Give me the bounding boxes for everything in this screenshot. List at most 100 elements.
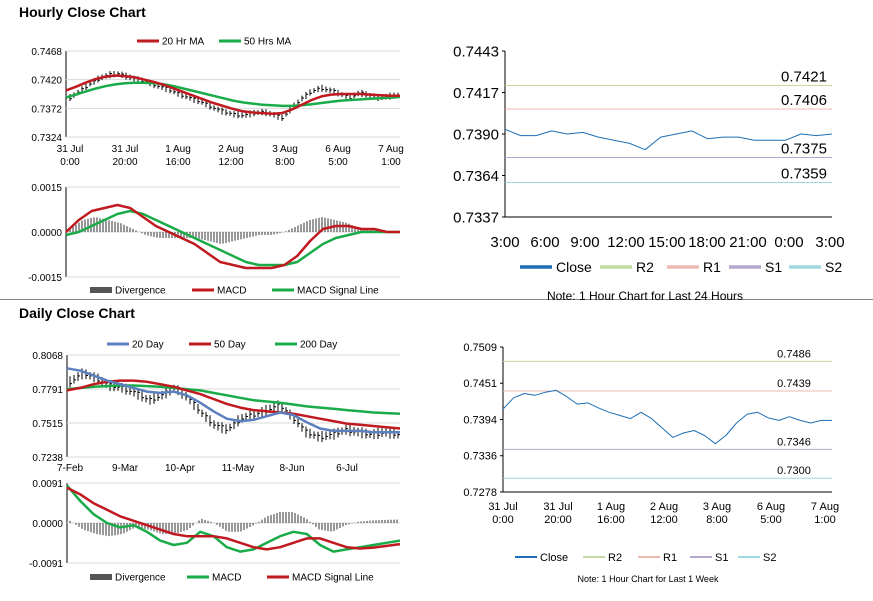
- hourly-section-title: Hourly Close Chart: [19, 4, 146, 20]
- close1w-legend-label: R1: [663, 552, 677, 564]
- section-divider: [0, 299, 873, 300]
- 3-x-tick: 3:00: [490, 234, 519, 251]
- hourly-legend-macd-label: MACD: [217, 286, 246, 297]
- hourly-price-x-tick: 8:00: [275, 157, 295, 168]
- 1.8-x-tick: 7 Aug: [811, 501, 839, 513]
- hourly-legend-divergence-label: Divergence: [115, 286, 166, 297]
- hourly-price-x-tick: 31 Jul: [112, 144, 139, 155]
- 1.8-x-tick: 5:00: [760, 514, 781, 526]
- hourly-price-x-tick: 6 Aug: [325, 144, 351, 155]
- hourly-legend-signal-label: MACD Signal Line: [297, 286, 379, 297]
- 1.8-y-tick: 0.7509: [463, 342, 497, 354]
- daily-50day-line: [66, 379, 401, 430]
- daily-price-plot: [66, 354, 401, 458]
- 1.8-close-line: [502, 389, 832, 445]
- 1.8-x-tick: 12:00: [650, 514, 678, 526]
- close24-legend-label: R2: [636, 259, 654, 275]
- 3-level-r2-label: 0.7421: [781, 68, 827, 85]
- daily-200day-line: [66, 384, 401, 415]
- hourly-macd-y-tick: 0.0015: [31, 183, 62, 194]
- hourly-macd-signal-line: [65, 209, 400, 267]
- daily-macd-line: [66, 484, 401, 553]
- daily-price-y-tick: 0.7515: [32, 419, 63, 430]
- hourly-price-x-tick: 7 Aug: [378, 144, 404, 155]
- 1.8-x-tick: 20:00: [544, 514, 572, 526]
- daily-price-x-tick: 9-Mar: [112, 463, 139, 474]
- 1.8-x-tick: 2 Aug: [650, 501, 678, 513]
- hourly-price-plot: [65, 50, 401, 138]
- 3-level-r1-label: 0.7406: [781, 92, 827, 109]
- hourly-price-y-tick: 0.7468: [31, 47, 62, 58]
- daily-legend-divergence-swatch: [90, 574, 112, 580]
- close1w-legend-label: S1: [715, 552, 728, 564]
- daily-section-title: Daily Close Chart: [19, 305, 135, 321]
- close24-legend-label: Close: [556, 259, 592, 275]
- hourly-legend-divergence-swatch: [90, 287, 112, 293]
- 1.8-x-tick: 31 Jul: [488, 501, 517, 513]
- 3-x-tick: 6:00: [530, 234, 559, 251]
- hourly-legend-50hr-label: 50 Hrs MA: [244, 37, 292, 48]
- hourly-price-x-tick: 31 Jul: [57, 144, 84, 155]
- daily-legend-divergence-label: Divergence: [115, 573, 166, 584]
- 3-level-s1-label: 0.7375: [781, 140, 827, 157]
- 1.8-x-tick: 0:00: [492, 514, 513, 526]
- 1.8-x-tick: 6 Aug: [757, 501, 785, 513]
- close1w-note: Note: 1 Hour Chart for Last 1 Week: [578, 574, 719, 584]
- close24-legend-label: S2: [825, 259, 842, 275]
- hourly-price-x-tick: 2 Aug: [218, 144, 244, 155]
- hourly-price-x-tick: 3 Aug: [272, 144, 298, 155]
- 1.8-level-s1-label: 0.7346: [777, 436, 811, 448]
- 1.8-x-tick: 31 Jul: [543, 501, 572, 513]
- 1.8-y-tick: 0.7394: [463, 414, 497, 426]
- hourly-price-x-tick: 20:00: [112, 157, 137, 168]
- daily-macd-y-tick: -0.0091: [29, 559, 63, 570]
- 1.8-x-tick: 3 Aug: [703, 501, 731, 513]
- daily-price-y-tick: 0.7238: [32, 453, 63, 464]
- close24-legend-label: S1: [765, 259, 782, 275]
- close24-legend-label: R1: [703, 259, 721, 275]
- hourly-price-x-tick: 5:00: [328, 157, 348, 168]
- 3-y-tick: 0.7364: [453, 168, 499, 185]
- hourly-20hr-ma-line: [65, 74, 400, 115]
- 3-y-tick: 0.7417: [453, 85, 499, 102]
- daily-legend-macd-label: MACD: [212, 573, 241, 584]
- hourly-price-x-tick: 1 Aug: [165, 144, 191, 155]
- 1.8-y-tick: 0.7278: [463, 487, 497, 499]
- hourly-price-x-tick: 12:00: [218, 157, 243, 168]
- daily-price-x-tick: 6-Jul: [336, 463, 358, 474]
- hourly-macd-y-tick: -0.0015: [28, 273, 62, 284]
- close1w-legend-label: S2: [763, 552, 776, 564]
- 3-y-tick: 0.7337: [453, 209, 499, 226]
- 3-x-tick: 3:00: [815, 234, 844, 251]
- 3-y-tick: 0.7390: [453, 126, 499, 143]
- daily-legend-signal-label: MACD Signal Line: [292, 573, 374, 584]
- 3-x-tick: 12:00: [607, 234, 645, 251]
- daily-price-y-tick: 0.8068: [32, 351, 63, 362]
- daily-legend-50day-label: 50 Day: [214, 340, 246, 351]
- daily-price-x-tick: 11-May: [222, 463, 255, 474]
- 3-x-tick: 9:00: [570, 234, 599, 251]
- close24-note: Note: 1 Hour Chart for Last 24 Hours: [547, 289, 743, 303]
- close1w-legend-label: Close: [540, 552, 568, 564]
- 3-level-s2-label: 0.7359: [781, 166, 827, 183]
- 3-plot: [502, 50, 833, 218]
- hourly-price-y-tick: 0.7420: [31, 76, 62, 87]
- hourly-price-x-tick: 16:00: [165, 157, 190, 168]
- 3-x-tick: 18:00: [688, 234, 726, 251]
- hourly-50hr-ma-line: [65, 81, 401, 108]
- 1.8-level-r1-label: 0.7439: [777, 378, 811, 390]
- hourly-macd-line: [65, 203, 400, 270]
- daily-legend-20day-label: 20 Day: [132, 340, 164, 351]
- hourly-price-x-tick: 0:00: [60, 157, 80, 168]
- daily-price-x-tick: 8-Jun: [279, 463, 304, 474]
- 3-y-tick: 0.7443: [453, 43, 499, 60]
- hourly-legend-20hr-label: 20 Hr MA: [162, 37, 205, 48]
- daily-price-x-tick: 10-Apr: [165, 463, 196, 474]
- 3-close-line: [504, 128, 833, 151]
- daily-macd-signal-line: [66, 486, 401, 551]
- daily-macd-y-tick: 0.0091: [32, 479, 63, 490]
- 1.8-y-tick: 0.7336: [463, 451, 497, 463]
- daily-20day-line: [66, 367, 400, 434]
- hourly-price-x-tick: 1:00: [381, 157, 401, 168]
